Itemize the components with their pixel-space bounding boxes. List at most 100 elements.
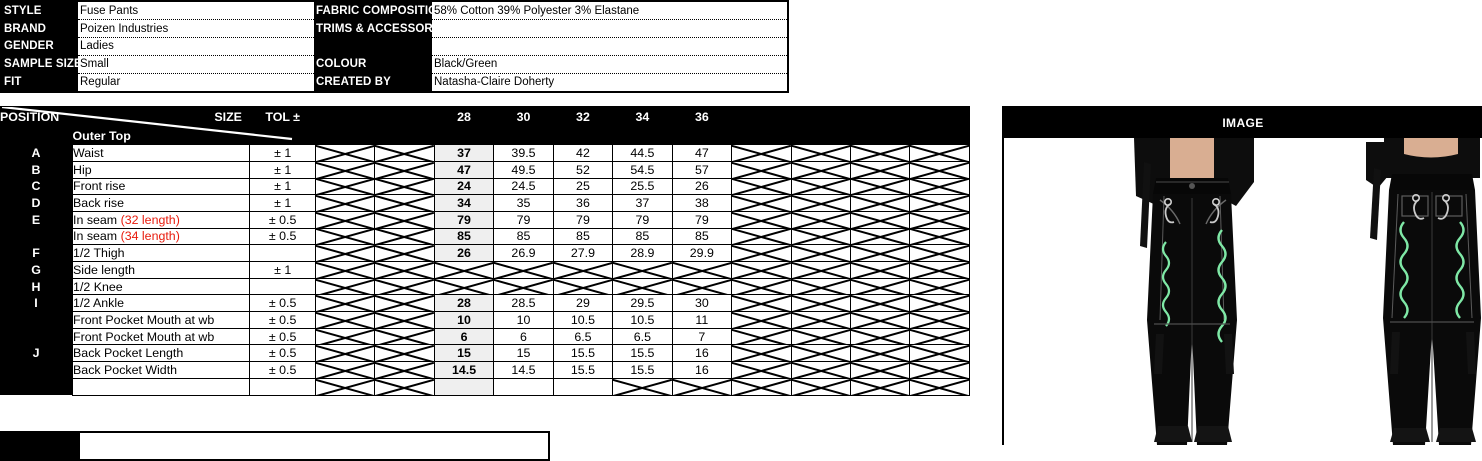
spec-value-empty[interactable]: [432, 37, 787, 56]
measurement-tolerance[interactable]: ± 1: [249, 194, 316, 212]
measurement-value-size-28[interactable]: 6: [433, 327, 495, 346]
measurement-name[interactable]: 1/2 Thigh: [72, 244, 251, 262]
measurement-name[interactable]: Side length: [72, 261, 251, 279]
spec-value-sample-size[interactable]: Small: [78, 55, 314, 74]
measurement-value-size-34[interactable]: 25.5: [612, 177, 673, 196]
measurement-tolerance[interactable]: [249, 277, 316, 296]
measurement-tolerance[interactable]: ± 0.5: [249, 294, 316, 313]
measurement-name[interactable]: 1/2 Knee: [72, 277, 251, 296]
measurement-value-size-34[interactable]: 6.5: [612, 327, 673, 346]
spec-value-gender[interactable]: Ladies: [78, 37, 314, 56]
measurement-value-size-36[interactable]: 30: [671, 294, 733, 313]
measurement-value-size-28[interactable]: 10: [433, 311, 495, 329]
measurement-tolerance[interactable]: ± 1: [249, 177, 316, 196]
spec-value-brand[interactable]: Poizen Industries: [78, 19, 314, 39]
measurement-value-size-28[interactable]: [433, 377, 495, 396]
measurement-value-size-36[interactable]: 79: [671, 210, 733, 229]
measurement-value-size-32[interactable]: 36: [552, 194, 614, 212]
measurement-value-size-30[interactable]: 26.9: [493, 244, 554, 262]
measurement-value-size-36[interactable]: 57: [671, 160, 733, 179]
measurement-value-size-32[interactable]: 79: [552, 210, 614, 229]
measurement-value-size-32[interactable]: 27.9: [552, 244, 614, 262]
measurement-value-size-34[interactable]: 10.5: [612, 311, 673, 329]
measurement-tolerance[interactable]: [249, 377, 316, 396]
measurement-name[interactable]: Front Pocket Mouth at wb: [72, 311, 251, 329]
measurement-name[interactable]: [72, 377, 251, 396]
measurement-value-size-36[interactable]: 38: [671, 194, 733, 212]
measurement-value-size-28[interactable]: 37: [433, 144, 495, 162]
measurement-value-size-28[interactable]: 85: [433, 227, 495, 246]
measurement-name[interactable]: Front rise: [72, 177, 251, 196]
measurement-value-size-36[interactable]: 16: [671, 361, 733, 379]
measurement-value-size-36[interactable]: 7: [671, 327, 733, 346]
measurement-name[interactable]: Hip: [72, 160, 251, 179]
measurement-value-size-32[interactable]: 52: [552, 160, 614, 179]
measurement-value-size-30[interactable]: 85: [493, 227, 554, 246]
measurement-value-size-32[interactable]: [552, 377, 614, 396]
measurement-value-size-28[interactable]: 47: [433, 160, 495, 179]
measurement-tolerance[interactable]: ± 0.5: [249, 327, 316, 346]
measurement-tolerance[interactable]: [249, 244, 316, 262]
measurement-value-size-30[interactable]: 28.5: [493, 294, 554, 313]
measurement-value-size-28[interactable]: 28: [433, 294, 495, 313]
measurement-value-size-36[interactable]: 16: [671, 344, 733, 363]
measurement-value-size-34[interactable]: 15.5: [612, 344, 673, 363]
measurement-value-size-28[interactable]: 79: [433, 210, 495, 229]
measurement-value-size-30[interactable]: 49.5: [493, 160, 554, 179]
measurement-name[interactable]: Back rise: [72, 194, 251, 212]
measurement-value-size-30[interactable]: 39.5: [493, 144, 554, 162]
spec-value-fit[interactable]: Regular: [78, 73, 314, 91]
measurement-value-size-34[interactable]: 44.5: [612, 144, 673, 162]
measurement-value-size-30[interactable]: 24.5: [493, 177, 554, 196]
measurement-value-size-36[interactable]: 26: [671, 177, 733, 196]
measurement-tolerance[interactable]: ± 0.5: [249, 227, 316, 246]
measurement-value-size-36[interactable]: 47: [671, 144, 733, 162]
measurement-value-size-32[interactable]: 15.5: [552, 344, 614, 363]
measurement-value-size-30[interactable]: 10: [493, 311, 554, 329]
measurement-value-size-34[interactable]: [612, 377, 673, 396]
measurement-tolerance[interactable]: ± 0.5: [249, 210, 316, 229]
measurement-name[interactable]: In seam (34 length): [72, 227, 251, 246]
measurement-tolerance[interactable]: ± 0.5: [249, 344, 316, 363]
spec-value-colour[interactable]: Black/Green: [432, 55, 787, 74]
measurement-value-size-34[interactable]: 85: [612, 227, 673, 246]
measurement-value-size-32[interactable]: 85: [552, 227, 614, 246]
measurement-value-size-28[interactable]: 15: [433, 344, 495, 363]
measurement-name[interactable]: Waist: [72, 144, 251, 162]
measurement-name[interactable]: Front Pocket Mouth at wb: [72, 327, 251, 346]
measurement-value-size-34[interactable]: 54.5: [612, 160, 673, 179]
measurement-value-size-36[interactable]: 11: [671, 311, 733, 329]
spec-value-style[interactable]: Fuse Pants: [78, 2, 314, 21]
measurement-tolerance[interactable]: ± 1: [249, 144, 316, 162]
measurement-value-size-30[interactable]: [493, 377, 554, 396]
spec-value-fabric-composition[interactable]: 58% Cotton 39% Polyester 3% Elastane: [432, 2, 787, 21]
measurement-value-size-32[interactable]: 25: [552, 177, 614, 196]
measurement-value-size-30[interactable]: 6: [493, 327, 554, 346]
spec-value-created-by[interactable]: Natasha-Claire Doherty: [432, 73, 787, 91]
measurement-tolerance[interactable]: ± 0.5: [249, 361, 316, 379]
measurement-name[interactable]: In seam (32 length): [72, 210, 251, 229]
measurement-value-size-36[interactable]: 29.9: [671, 244, 733, 262]
measurement-value-size-28[interactable]: 26: [433, 244, 495, 262]
measurement-name[interactable]: Back Pocket Length: [72, 344, 251, 363]
measurement-value-size-34[interactable]: 37: [612, 194, 673, 212]
measurement-value-size-34[interactable]: 28.9: [612, 244, 673, 262]
measurement-value-size-34[interactable]: 79: [612, 210, 673, 229]
spec-value-trims-accessories[interactable]: [432, 19, 787, 39]
measurement-value-size-32[interactable]: 10.5: [552, 311, 614, 329]
measurement-value-size-30[interactable]: 79: [493, 210, 554, 229]
measurement-value-size-28[interactable]: 34: [433, 194, 495, 212]
measurement-value-size-32[interactable]: 42: [552, 144, 614, 162]
measurement-tolerance[interactable]: ± 0.5: [249, 311, 316, 329]
measurement-value-size-28[interactable]: 14.5: [433, 361, 495, 379]
measurement-value-size-28[interactable]: 24: [433, 177, 495, 196]
measurement-value-size-32[interactable]: 6.5: [552, 327, 614, 346]
measurement-value-size-30[interactable]: 15: [493, 344, 554, 363]
measurement-value-size-36[interactable]: [671, 377, 733, 396]
measurement-tolerance[interactable]: ± 1: [249, 261, 316, 279]
measurement-value-size-34[interactable]: 15.5: [612, 361, 673, 379]
measurement-value-size-34[interactable]: 29.5: [612, 294, 673, 313]
measurement-tolerance[interactable]: ± 1: [249, 160, 316, 179]
measurement-value-size-32[interactable]: 15.5: [552, 361, 614, 379]
measurement-name[interactable]: 1/2 Ankle: [72, 294, 251, 313]
